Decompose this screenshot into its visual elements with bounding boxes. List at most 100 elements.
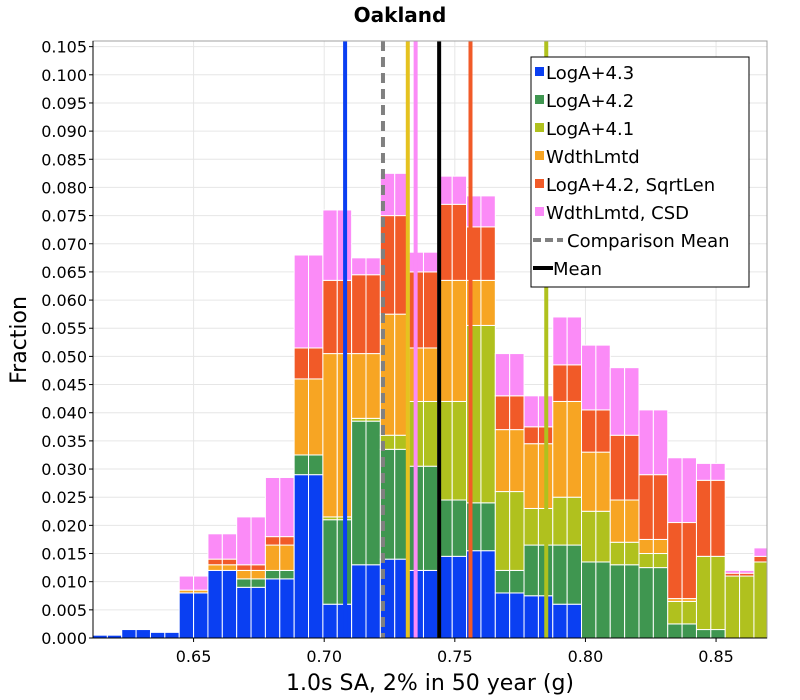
bar-segment bbox=[236, 586, 252, 639]
bar-segment bbox=[581, 561, 597, 639]
bar-segment bbox=[695, 462, 712, 481]
bar-segment bbox=[308, 254, 324, 349]
bar-segment bbox=[221, 533, 238, 560]
bar-segment bbox=[221, 569, 238, 639]
bar-segment bbox=[236, 516, 252, 566]
bar-segment bbox=[480, 195, 496, 228]
bar-segment bbox=[566, 364, 583, 402]
y-tick-label: 0.100 bbox=[41, 66, 87, 85]
bar-segment bbox=[494, 429, 511, 493]
bar-segment bbox=[581, 510, 597, 563]
y-tick-label: 0.010 bbox=[41, 573, 87, 592]
y-tick-label: 0.080 bbox=[41, 178, 87, 197]
legend-swatch bbox=[535, 179, 544, 188]
y-tick-label: 0.005 bbox=[41, 601, 87, 620]
bar-segment bbox=[509, 395, 525, 431]
bar-segment bbox=[552, 316, 568, 366]
bar-segment bbox=[695, 555, 712, 631]
bar-segment bbox=[279, 569, 295, 580]
legend-label: Comparison Mean bbox=[567, 231, 730, 252]
bar-segment bbox=[609, 367, 626, 436]
bar-segment bbox=[322, 353, 338, 518]
bar-segment bbox=[149, 631, 166, 639]
y-tick-label: 0.015 bbox=[41, 545, 87, 564]
bar-segment bbox=[308, 347, 324, 380]
bar-segment bbox=[681, 623, 697, 639]
bar-segment bbox=[250, 516, 266, 566]
bar-segment bbox=[422, 251, 439, 273]
bar-segment bbox=[480, 502, 496, 552]
bar-segment bbox=[365, 564, 381, 639]
bar-segment bbox=[739, 575, 755, 639]
bar-segment bbox=[480, 226, 496, 281]
bar-segment bbox=[523, 443, 539, 509]
bar-segment bbox=[638, 474, 654, 540]
legend-label: WdthLmtd, CSD bbox=[546, 203, 689, 224]
bar-segment bbox=[264, 536, 281, 546]
x-tick-label: 0.75 bbox=[437, 647, 473, 666]
bar-segment bbox=[695, 629, 712, 639]
bar-segment bbox=[523, 395, 539, 428]
legend-swatch bbox=[535, 67, 544, 76]
bar-segment bbox=[293, 347, 310, 380]
bar-segment bbox=[221, 564, 238, 571]
bar-segment bbox=[710, 555, 726, 631]
bar-segment bbox=[724, 569, 741, 574]
bar-segment bbox=[710, 462, 726, 481]
bar-segment bbox=[652, 553, 669, 569]
bar-segment bbox=[652, 409, 669, 476]
bar-segment bbox=[509, 353, 525, 397]
bar-segment bbox=[609, 541, 626, 566]
bar-segment bbox=[494, 592, 511, 639]
bar-segment bbox=[566, 316, 583, 366]
legend: LogA+4.3 LogA+4.2 LogA+4.1 WdthLmtd LogA+4.2… bbox=[530, 56, 750, 288]
bar-segment bbox=[164, 631, 180, 639]
bar-segment bbox=[552, 603, 568, 639]
bar-segment bbox=[293, 474, 310, 639]
bar-segment bbox=[523, 426, 539, 445]
bar-segment bbox=[178, 592, 195, 639]
bar-segment bbox=[667, 600, 683, 625]
bar-segment bbox=[724, 575, 741, 639]
y-axis-title: Fraction bbox=[7, 296, 32, 384]
bar-segment bbox=[595, 510, 611, 563]
bar-segment bbox=[710, 479, 726, 557]
bar-segment bbox=[480, 550, 496, 639]
bar-segment bbox=[451, 279, 468, 402]
legend-swatch bbox=[535, 95, 544, 104]
bar-segment bbox=[624, 564, 640, 639]
bar-segment bbox=[581, 409, 597, 453]
legend-swatch bbox=[535, 207, 544, 216]
bar-segment bbox=[322, 279, 338, 355]
bar-segment bbox=[595, 344, 611, 411]
bar-segment bbox=[422, 465, 439, 571]
bar-segment bbox=[236, 578, 252, 588]
bar-segment bbox=[566, 544, 583, 605]
bar-segment bbox=[595, 561, 611, 639]
legend-label: LogA+4.2, SqrtLen bbox=[546, 175, 715, 196]
bar-segment bbox=[523, 507, 539, 546]
bar-segment bbox=[451, 175, 468, 205]
bar-segment bbox=[609, 564, 626, 639]
bar-segment bbox=[308, 474, 324, 639]
y-tick-label: 0.030 bbox=[41, 460, 87, 479]
bar-segment bbox=[480, 324, 496, 504]
bar-segment bbox=[279, 536, 295, 546]
bar-segment bbox=[609, 434, 626, 501]
bar-segment bbox=[264, 544, 281, 571]
bar-segment bbox=[293, 378, 310, 456]
bar-segment bbox=[595, 409, 611, 453]
legend-label: Mean bbox=[553, 259, 602, 280]
bar-segment bbox=[365, 274, 381, 355]
bar-segment bbox=[121, 629, 137, 639]
bar-segment bbox=[250, 564, 266, 571]
bar-segment bbox=[308, 454, 324, 476]
bar-segment bbox=[753, 555, 768, 563]
bar-segment bbox=[193, 575, 209, 591]
chart-title: Oakland bbox=[354, 3, 447, 27]
bar-segment bbox=[178, 575, 195, 591]
bar-segment bbox=[667, 623, 683, 639]
bar-segment bbox=[135, 629, 151, 639]
bar-segment bbox=[552, 400, 568, 498]
bar-segment bbox=[207, 564, 223, 571]
